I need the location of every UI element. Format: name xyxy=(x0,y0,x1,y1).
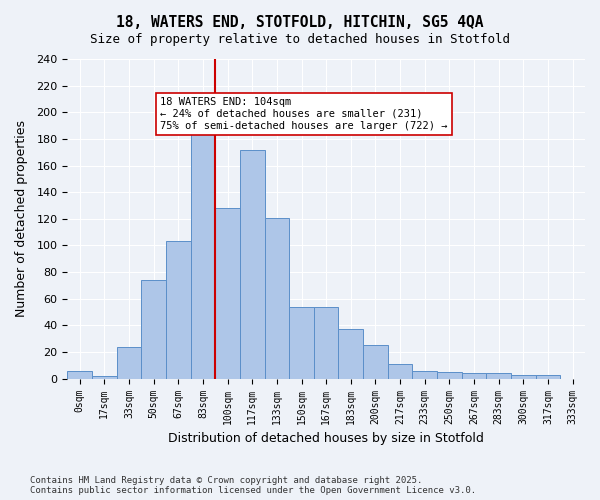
Text: Contains HM Land Registry data © Crown copyright and database right 2025.
Contai: Contains HM Land Registry data © Crown c… xyxy=(30,476,476,495)
Bar xyxy=(265,218,289,378)
Bar xyxy=(141,280,166,378)
Bar xyxy=(487,374,511,378)
Bar xyxy=(116,346,141,378)
Bar xyxy=(338,330,363,378)
Text: 18 WATERS END: 104sqm
← 24% of detached houses are smaller (231)
75% of semi-det: 18 WATERS END: 104sqm ← 24% of detached … xyxy=(160,98,448,130)
Bar xyxy=(536,374,560,378)
Bar xyxy=(240,150,265,378)
Bar xyxy=(92,376,116,378)
Bar xyxy=(166,242,191,378)
Bar xyxy=(314,307,338,378)
Bar xyxy=(363,346,388,378)
Bar xyxy=(462,374,487,378)
Bar xyxy=(67,370,92,378)
Bar xyxy=(289,307,314,378)
Bar xyxy=(215,208,240,378)
Text: Size of property relative to detached houses in Stotfold: Size of property relative to detached ho… xyxy=(90,32,510,46)
Bar xyxy=(388,364,412,378)
Text: 18, WATERS END, STOTFOLD, HITCHIN, SG5 4QA: 18, WATERS END, STOTFOLD, HITCHIN, SG5 4… xyxy=(116,15,484,30)
Bar xyxy=(437,372,462,378)
Bar xyxy=(191,112,215,378)
Bar xyxy=(511,374,536,378)
Y-axis label: Number of detached properties: Number of detached properties xyxy=(15,120,28,318)
Bar xyxy=(412,370,437,378)
X-axis label: Distribution of detached houses by size in Stotfold: Distribution of detached houses by size … xyxy=(168,432,484,445)
